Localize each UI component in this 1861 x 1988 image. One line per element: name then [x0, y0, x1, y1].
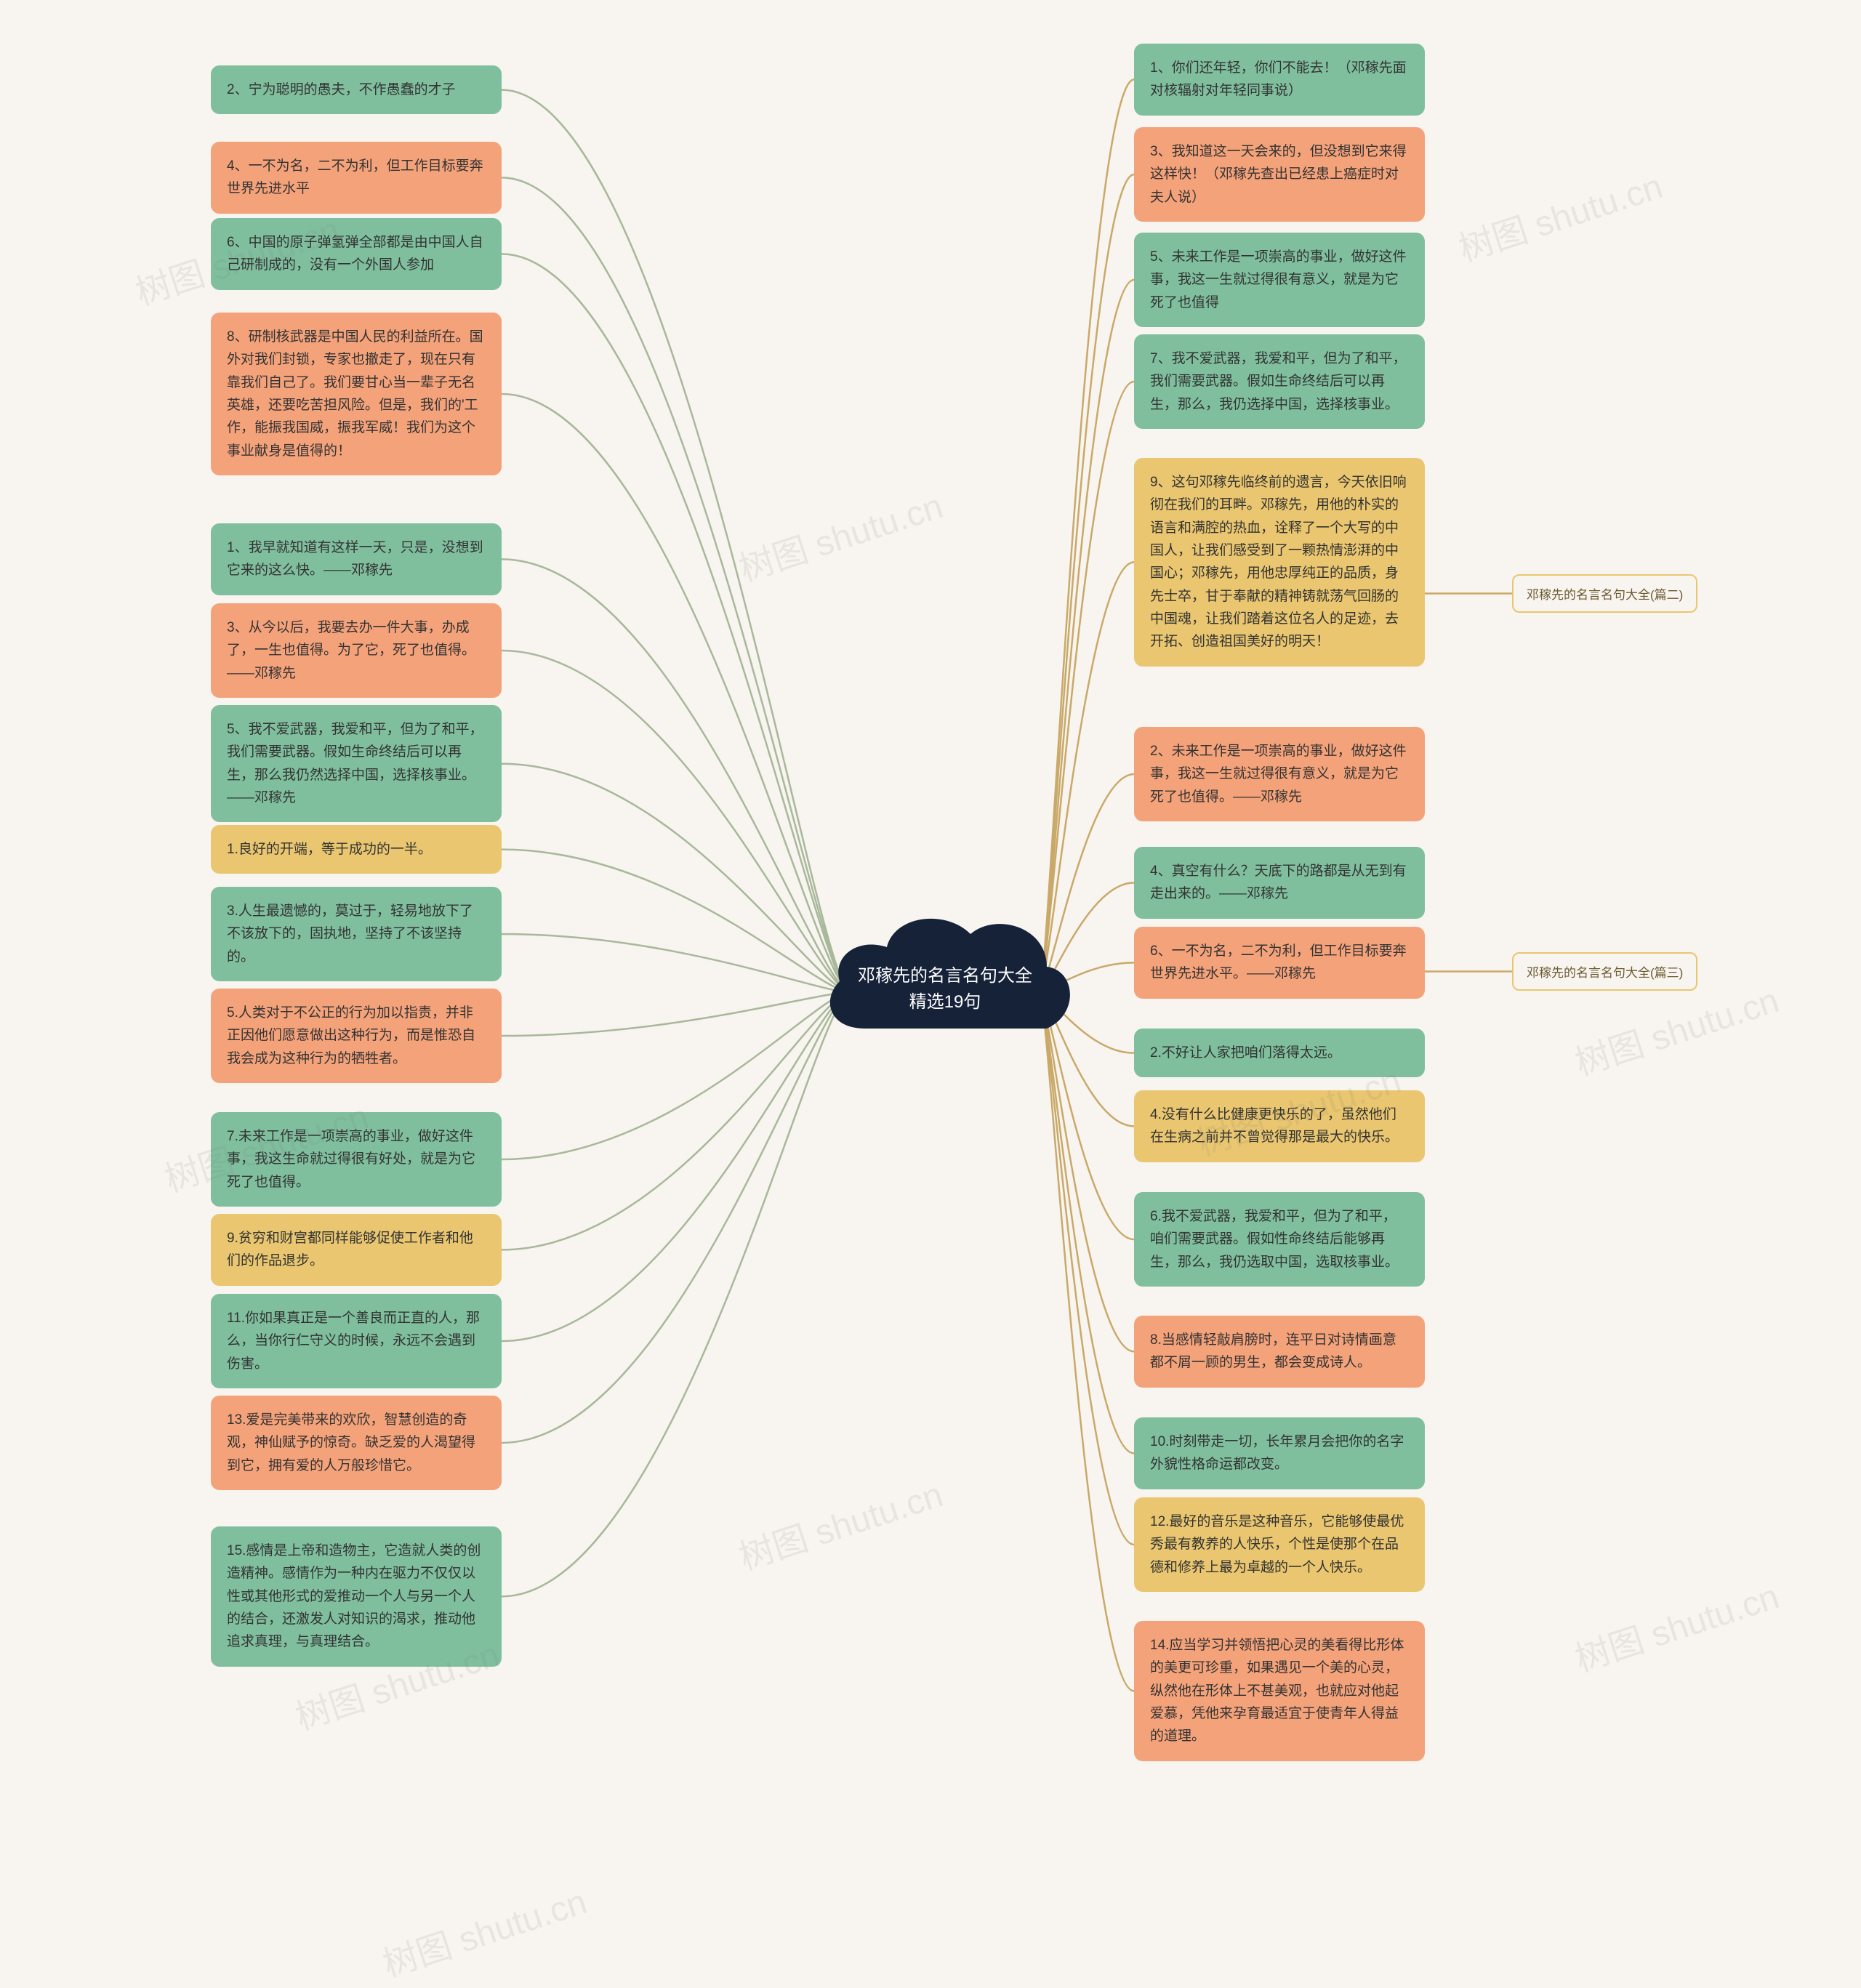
left-node-11: 9.贫穷和财宫都同样能够促使工作者和他们的作品退步。 — [211, 1214, 502, 1286]
category-label-1: 邓稼先的名言名句大全(篇三) — [1512, 952, 1697, 991]
left-node-8: 3.人生最遗憾的，莫过于，轻易地放下了不该放下的，固执地，坚持了不该坚持的。 — [211, 887, 502, 981]
left-node-13: 13.爱是完美带来的欢欣，智慧创造的奇观，神仙赋予的惊奇。缺乏爱的人渴望得到它，… — [211, 1396, 502, 1490]
left-node-4: 1、我早就知道有这样一天，只是，没想到它来的这么快。——邓稼先 — [211, 523, 502, 595]
left-node-10: 7.未来工作是一项崇高的事业，做好这件事，我这生命就过得很有好处，就是为它死了也… — [211, 1112, 502, 1207]
watermark: 树图 shutu.cn — [731, 1466, 948, 1579]
right-node-13: 12.最好的音乐是这种音乐，它能够使最优秀最有教养的人快乐，个性是使那个在品德和… — [1134, 1497, 1425, 1592]
right-node-0: 1、你们还年轻，你们不能去！（邓稼先面对核辐射对年轻同事说） — [1134, 44, 1425, 116]
watermark: 树图 shutu.cn — [375, 1873, 592, 1987]
watermark: 树图 shutu.cn — [1451, 158, 1668, 271]
right-node-7: 6、一不为名，二不为利，但工作目标要奔世界先进水平。——邓稼先 — [1134, 927, 1425, 999]
right-node-2: 5、未来工作是一项崇高的事业，做好这件事，我这一生就过得很有意义，就是为它死了也… — [1134, 233, 1425, 327]
right-node-12: 10.时刻带走一切，长年累月会把你的名字外貌性格命运都改变。 — [1134, 1417, 1425, 1489]
left-node-0: 2、宁为聪明的愚夫，不作愚蠢的才子 — [211, 65, 502, 114]
watermark: 树图 shutu.cn — [1567, 1568, 1784, 1681]
left-node-5: 3、从今以后，我要去办一件大事，办成了，一生也值得。为了它，死了也值得。——邓稼… — [211, 603, 502, 698]
right-node-4: 9、这句邓稼先临终前的遗言，今天依旧响彻在我们的耳畔。邓稼先，用他的朴实的语言和… — [1134, 458, 1425, 667]
left-node-14: 15.感情是上帝和造物主，它造就人类的创造精神。感情作为一种内在驱力不仅仅以性或… — [211, 1526, 502, 1667]
right-node-14: 14.应当学习并领悟把心灵的美看得比形体的美更可珍重，如果遇见一个美的心灵，纵然… — [1134, 1621, 1425, 1761]
right-node-10: 6.我不爱武器，我爱和平，但为了和平，咱们需要武器。假如性命终结后能够再生，那么… — [1134, 1192, 1425, 1287]
right-node-11: 8.当感情轻敲肩膀时，连平日对诗情画意都不屑一顾的男生，都会变成诗人。 — [1134, 1316, 1425, 1388]
left-node-1: 4、一不为名，二不为利，但工作目标要奔世界先进水平 — [211, 142, 502, 214]
right-node-3: 7、我不爱武器，我爱和平，但为了和平，我们需要武器。假如生命终结后可以再生，那么… — [1134, 334, 1425, 429]
left-node-3: 8、研制核武器是中国人民的利益所在。国外对我们封锁，专家也撤走了，现在只有靠我们… — [211, 313, 502, 475]
left-node-2: 6、中国的原子弹氢弹全部都是由中国人自己研制成的，没有一个外国人参加 — [211, 218, 502, 290]
left-node-6: 5、我不爱武器，我爱和平，但为了和平，我们需要武器。假如生命终结后可以再生，那么… — [211, 705, 502, 822]
right-node-1: 3、我知道这一天会来的，但没想到它来得这样快！（邓稼先查出已经患上癌症时对夫人说… — [1134, 127, 1425, 222]
right-node-8: 2.不好让人家把咱们落得太远。 — [1134, 1029, 1425, 1077]
right-node-6: 4、真空有什么？天底下的路都是从无到有走出来的。——邓稼先 — [1134, 847, 1425, 919]
right-node-5: 2、未来工作是一项崇高的事业，做好这件事，我这一生就过得很有意义，就是为它死了也… — [1134, 727, 1425, 821]
right-node-9: 4.没有什么比健康更快乐的了，虽然他们在生病之前并不曾觉得那是最大的快乐。 — [1134, 1090, 1425, 1162]
left-node-7: 1.良好的开端，等于成功的一半。 — [211, 825, 502, 874]
left-node-9: 5.人类对于不公正的行为加以指责，并非正因他们愿意做出这种行为，而是惟恐自我会成… — [211, 989, 502, 1083]
category-label-0: 邓稼先的名言名句大全(篇二) — [1512, 574, 1697, 613]
watermark: 树图 shutu.cn — [731, 478, 948, 591]
center-title: 邓稼先的名言名句大全精选19句 — [851, 963, 1040, 1015]
left-node-12: 11.你如果真正是一个善良而正直的人，那么，当你行仁守义的时候，永远不会遇到伤害… — [211, 1294, 502, 1388]
